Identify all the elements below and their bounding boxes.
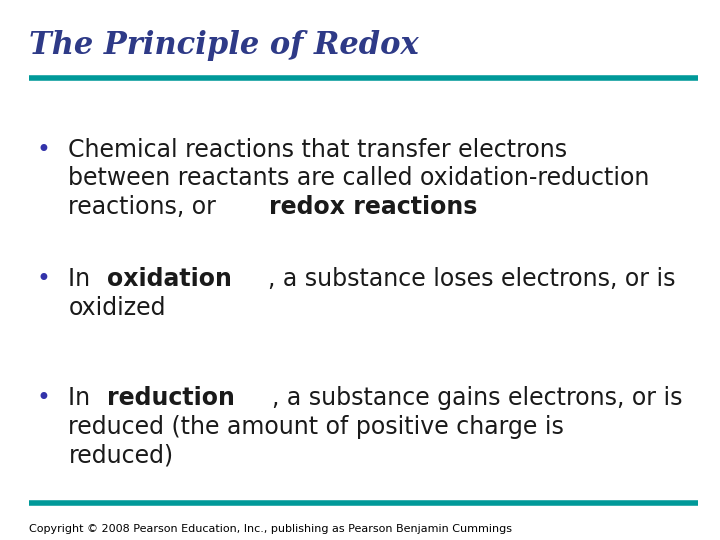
Text: In: In xyxy=(68,386,98,410)
Text: In: In xyxy=(68,267,98,291)
Text: redox reactions: redox reactions xyxy=(269,195,477,219)
Text: reduced (the amount of positive charge is: reduced (the amount of positive charge i… xyxy=(68,415,564,438)
Text: •: • xyxy=(36,386,50,410)
Text: reduced): reduced) xyxy=(68,443,174,467)
Text: oxidation: oxidation xyxy=(107,267,232,291)
Text: oxidized: oxidized xyxy=(68,296,166,320)
Text: between reactants are called oxidation-reduction: between reactants are called oxidation-r… xyxy=(68,166,649,190)
Text: , a substance loses electrons, or is: , a substance loses electrons, or is xyxy=(268,267,675,291)
Text: The Principle of Redox: The Principle of Redox xyxy=(29,30,418,60)
Text: •: • xyxy=(36,138,50,161)
Text: reactions, or: reactions, or xyxy=(68,195,224,219)
Text: , a substance gains electrons, or is: , a substance gains electrons, or is xyxy=(271,386,682,410)
Text: reduction: reduction xyxy=(107,386,235,410)
Text: •: • xyxy=(36,267,50,291)
Text: Chemical reactions that transfer electrons: Chemical reactions that transfer electro… xyxy=(68,138,567,161)
Text: Copyright © 2008 Pearson Education, Inc., publishing as Pearson Benjamin Cumming: Copyright © 2008 Pearson Education, Inc.… xyxy=(29,523,512,534)
